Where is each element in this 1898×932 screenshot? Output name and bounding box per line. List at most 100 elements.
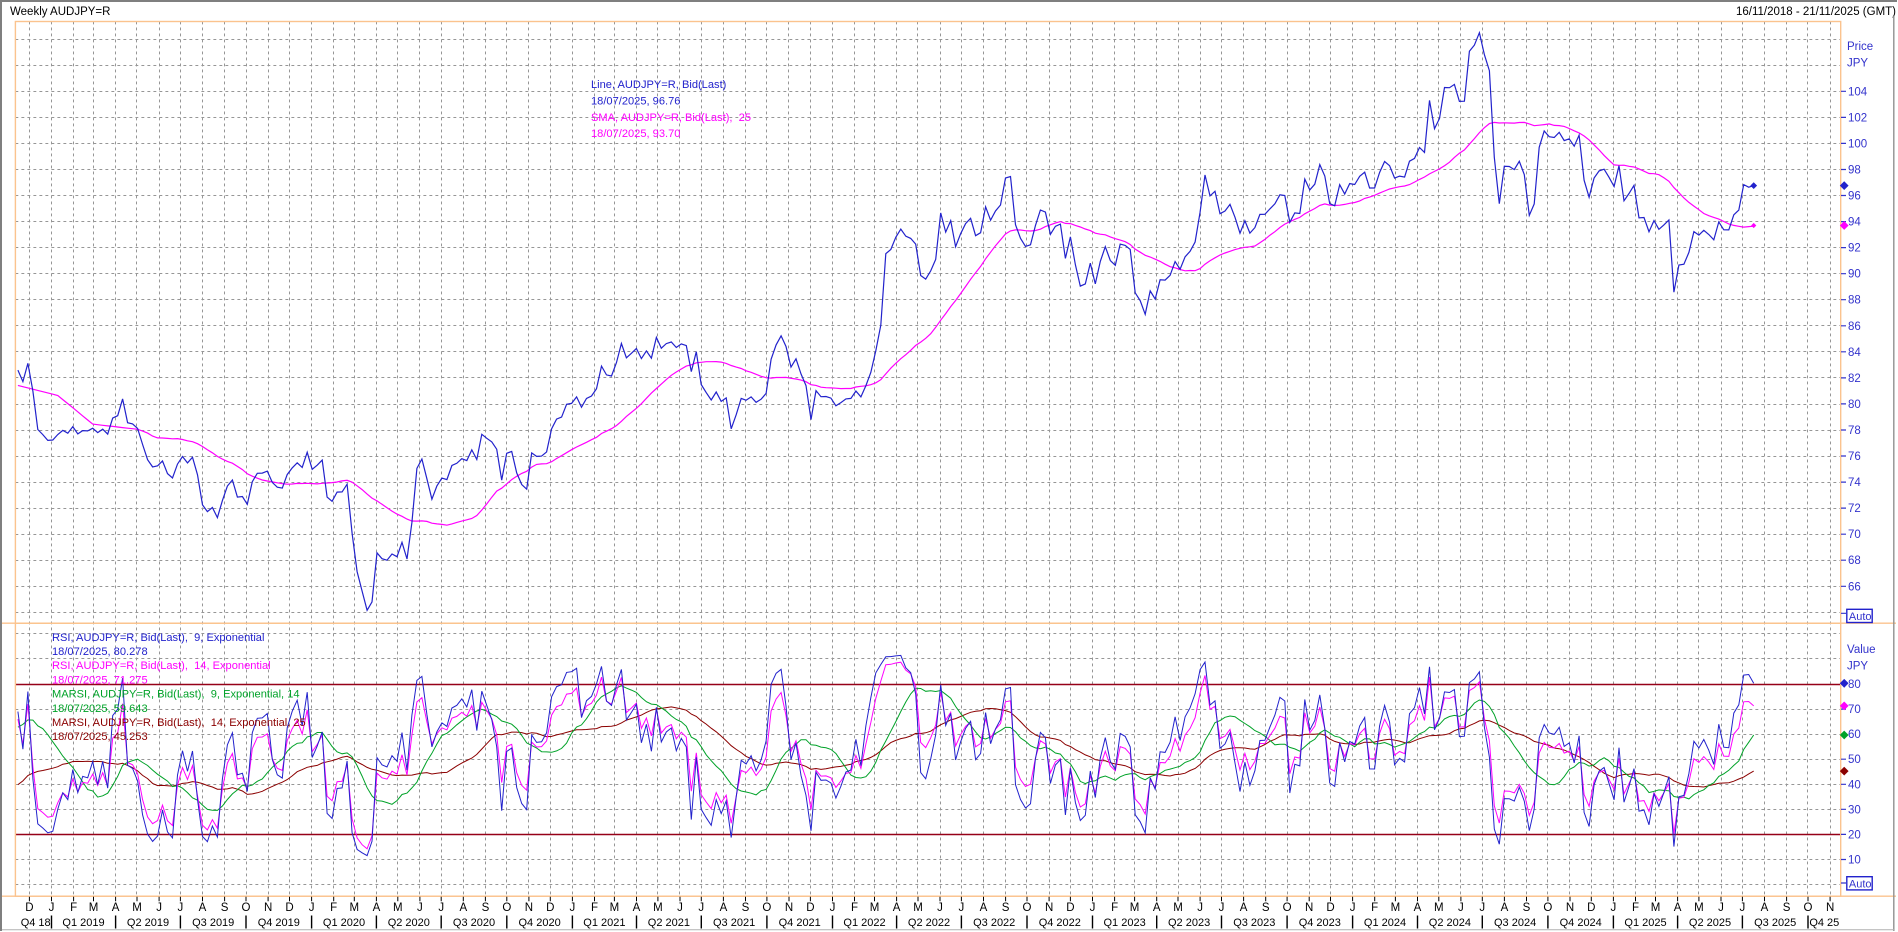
- svg-text:JPY: JPY: [1847, 58, 1868, 70]
- svg-text:A: A: [720, 902, 728, 914]
- svg-text:J: J: [677, 902, 683, 914]
- svg-text:F: F: [330, 902, 337, 914]
- svg-text:Q3 2022: Q3 2022: [973, 917, 1015, 929]
- svg-text:SMA, AUDJPY=R, Bid(Last), 25: SMA, AUDJPY=R, Bid(Last), 25: [591, 112, 751, 124]
- svg-text:10: 10: [1848, 855, 1861, 867]
- svg-text:N: N: [785, 902, 793, 914]
- svg-text:Q2 2019: Q2 2019: [127, 917, 169, 929]
- svg-text:A: A: [1674, 902, 1682, 914]
- svg-text:S: S: [742, 902, 750, 914]
- svg-text:M: M: [870, 902, 880, 914]
- svg-text:J: J: [1740, 902, 1746, 914]
- svg-text:M: M: [1651, 902, 1661, 914]
- svg-text:A: A: [1761, 902, 1769, 914]
- svg-text:Q4 2022: Q4 2022: [1039, 917, 1081, 929]
- svg-text:M: M: [132, 902, 142, 914]
- svg-text:S: S: [1002, 902, 1010, 914]
- svg-text:Value: Value: [1847, 644, 1876, 656]
- svg-text:18/07/2025, 93.70: 18/07/2025, 93.70: [591, 128, 680, 140]
- svg-text:J: J: [1611, 902, 1617, 914]
- svg-text:78: 78: [1848, 425, 1861, 437]
- svg-text:J: J: [937, 902, 943, 914]
- svg-text:F: F: [1632, 902, 1639, 914]
- svg-text:Q2 2024: Q2 2024: [1429, 917, 1471, 929]
- svg-text:104: 104: [1848, 86, 1868, 98]
- svg-text:Q1 2022: Q1 2022: [843, 917, 885, 929]
- svg-text:Line, AUDJPY=R, Bid(Last): Line, AUDJPY=R, Bid(Last): [591, 79, 726, 91]
- svg-text:D: D: [25, 902, 33, 914]
- svg-text:O: O: [1543, 902, 1552, 914]
- svg-text:A: A: [893, 902, 901, 914]
- svg-text:Q4 2024: Q4 2024: [1560, 917, 1602, 929]
- svg-text:JPY: JPY: [1847, 661, 1868, 673]
- svg-text:Q1 2020: Q1 2020: [323, 917, 365, 929]
- svg-text:Auto: Auto: [1849, 878, 1872, 890]
- svg-text:Q3 2023: Q3 2023: [1233, 917, 1275, 929]
- svg-text:A: A: [1240, 902, 1248, 914]
- svg-text:18/07/2025, 96.76: 18/07/2025, 96.76: [591, 96, 680, 108]
- svg-text:A: A: [1501, 902, 1509, 914]
- svg-text:100: 100: [1848, 138, 1867, 150]
- svg-text:N: N: [264, 902, 272, 914]
- svg-text:96: 96: [1848, 191, 1861, 203]
- svg-text:50: 50: [1848, 754, 1861, 766]
- svg-text:18/07/2025, 45.253: 18/07/2025, 45.253: [52, 731, 148, 743]
- svg-text:MARSI, AUDJPY=R, Bid(Last), 9: MARSI, AUDJPY=R, Bid(Last), 9, Exponenti…: [52, 689, 300, 701]
- svg-text:M: M: [913, 902, 923, 914]
- svg-text:Q1 2025: Q1 2025: [1624, 917, 1666, 929]
- svg-text:J: J: [1090, 902, 1096, 914]
- svg-text:A: A: [459, 902, 467, 914]
- svg-text:68: 68: [1848, 555, 1861, 567]
- svg-text:O: O: [242, 902, 251, 914]
- svg-text:98: 98: [1848, 165, 1861, 177]
- svg-text:80: 80: [1848, 679, 1861, 691]
- svg-text:102: 102: [1848, 112, 1867, 124]
- svg-text:Q2 2020: Q2 2020: [388, 917, 430, 929]
- svg-text:D: D: [1587, 902, 1595, 914]
- svg-text:J: J: [156, 902, 162, 914]
- svg-text:Q3 2021: Q3 2021: [713, 917, 755, 929]
- svg-text:O: O: [1023, 902, 1032, 914]
- svg-text:Q3 2025: Q3 2025: [1754, 917, 1796, 929]
- svg-text:O: O: [762, 902, 771, 914]
- svg-text:Q2 2025: Q2 2025: [1689, 917, 1731, 929]
- svg-text:16/11/2018 - 21/11/2025 (GMT): 16/11/2018 - 21/11/2025 (GMT): [1736, 6, 1896, 18]
- svg-text:Q2 2021: Q2 2021: [648, 917, 690, 929]
- svg-text:J: J: [1718, 902, 1724, 914]
- svg-text:Q1 2023: Q1 2023: [1103, 917, 1145, 929]
- svg-text:18/07/2025, 71.275: 18/07/2025, 71.275: [52, 674, 148, 686]
- svg-text:J: J: [417, 902, 423, 914]
- svg-text:F: F: [1111, 902, 1118, 914]
- svg-text:N: N: [1305, 902, 1313, 914]
- svg-text:M: M: [1173, 902, 1183, 914]
- svg-text:70: 70: [1848, 704, 1861, 716]
- svg-text:D: D: [285, 902, 293, 914]
- svg-text:A: A: [199, 902, 207, 914]
- svg-text:Q1 2024: Q1 2024: [1364, 917, 1406, 929]
- svg-text:S: S: [221, 902, 229, 914]
- svg-text:O: O: [1283, 902, 1292, 914]
- svg-text:Q4 2021: Q4 2021: [779, 917, 821, 929]
- svg-text:N: N: [525, 902, 533, 914]
- svg-text:M: M: [350, 902, 360, 914]
- svg-text:84: 84: [1848, 347, 1861, 359]
- svg-text:A: A: [112, 902, 120, 914]
- svg-text:Q3 2020: Q3 2020: [453, 917, 495, 929]
- svg-text:J: J: [49, 902, 55, 914]
- svg-text:M: M: [1391, 902, 1401, 914]
- svg-text:N: N: [1566, 902, 1574, 914]
- svg-text:M: M: [393, 902, 403, 914]
- svg-text:Q2 2022: Q2 2022: [908, 917, 950, 929]
- svg-text:M: M: [1434, 902, 1444, 914]
- svg-text:S: S: [1262, 902, 1270, 914]
- svg-text:F: F: [1371, 902, 1378, 914]
- svg-text:J: J: [959, 902, 965, 914]
- svg-text:J: J: [698, 902, 704, 914]
- svg-text:Q3 2019: Q3 2019: [192, 917, 234, 929]
- svg-text:D: D: [806, 902, 814, 914]
- svg-text:70: 70: [1848, 529, 1861, 541]
- svg-text:D: D: [1066, 902, 1074, 914]
- svg-text:30: 30: [1848, 804, 1861, 816]
- svg-text:Q1 2019: Q1 2019: [62, 917, 104, 929]
- svg-text:J: J: [830, 902, 836, 914]
